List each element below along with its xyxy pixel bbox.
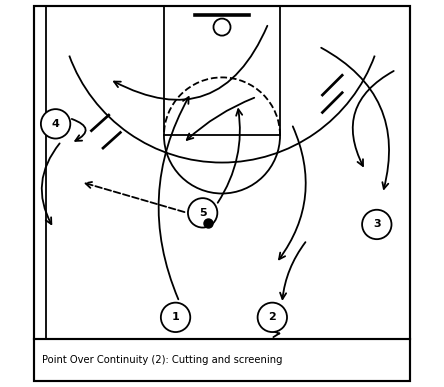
Circle shape: [362, 210, 392, 239]
Text: 2: 2: [269, 312, 276, 322]
FancyArrowPatch shape: [353, 71, 394, 166]
Text: 5: 5: [199, 208, 206, 218]
Text: 1: 1: [172, 312, 179, 322]
Circle shape: [258, 303, 287, 332]
Text: 3: 3: [373, 219, 381, 229]
Text: Point Over Continuity (2): Cutting and screening: Point Over Continuity (2): Cutting and s…: [42, 355, 282, 365]
Circle shape: [41, 109, 70, 139]
Text: 4: 4: [52, 119, 59, 129]
FancyArrowPatch shape: [159, 97, 189, 299]
FancyArrowPatch shape: [114, 26, 267, 100]
FancyArrowPatch shape: [280, 242, 305, 299]
FancyArrowPatch shape: [279, 127, 306, 259]
FancyArrowPatch shape: [42, 144, 59, 224]
FancyArrowPatch shape: [85, 182, 185, 212]
FancyArrowPatch shape: [273, 331, 280, 337]
FancyArrowPatch shape: [187, 98, 254, 140]
FancyArrowPatch shape: [72, 119, 86, 141]
Circle shape: [188, 198, 218, 228]
FancyArrowPatch shape: [218, 109, 242, 203]
FancyArrowPatch shape: [321, 48, 389, 189]
Circle shape: [161, 303, 190, 332]
